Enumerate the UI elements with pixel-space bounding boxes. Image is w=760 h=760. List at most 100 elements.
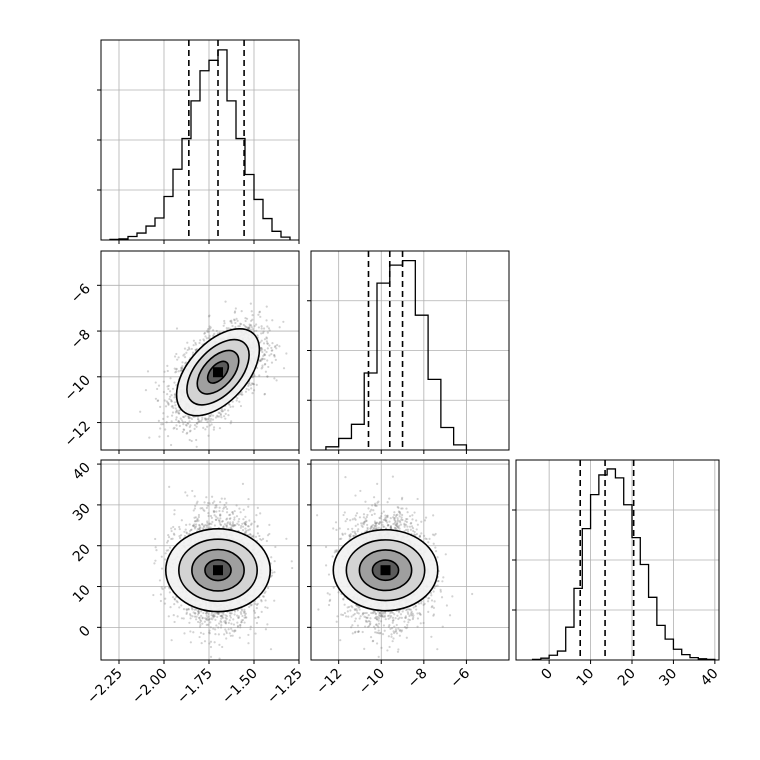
sample-point <box>195 615 198 618</box>
sample-point <box>268 354 271 357</box>
sample-point <box>159 405 162 408</box>
sample-point <box>168 591 171 594</box>
sample-point <box>227 327 230 330</box>
sample-point <box>248 326 251 329</box>
sample-point <box>270 346 273 350</box>
sample-point <box>173 396 176 399</box>
sample-point <box>259 341 262 344</box>
sample-point <box>163 399 166 402</box>
sample-point <box>204 417 207 420</box>
sample-point <box>223 408 226 411</box>
sample-point <box>185 532 188 535</box>
sample-point <box>169 377 172 380</box>
sample-point <box>231 634 234 637</box>
sample-point <box>208 629 211 632</box>
sample-point <box>182 415 185 418</box>
sample-point <box>225 327 228 330</box>
sample-point <box>240 393 243 396</box>
sample-point <box>200 642 203 645</box>
sample-point <box>206 425 209 428</box>
sample-point <box>208 424 212 427</box>
sample-point <box>192 524 195 527</box>
sample-point <box>240 608 243 611</box>
sample-point <box>211 418 215 421</box>
sample-point <box>248 528 252 531</box>
sample-point <box>173 392 177 396</box>
sample-point <box>271 319 274 322</box>
sample-point <box>240 391 243 394</box>
sample-point <box>275 379 278 382</box>
sample-point <box>285 352 288 355</box>
sample-point <box>167 387 170 391</box>
sample-point <box>207 330 211 333</box>
sample-point <box>198 625 202 629</box>
sample-point <box>195 438 198 442</box>
sample-point <box>164 405 168 408</box>
sample-point <box>188 348 191 351</box>
sample-point <box>255 323 258 326</box>
sample-point <box>196 422 199 425</box>
sample-point <box>266 586 270 590</box>
sample-point <box>175 416 178 419</box>
sample-point <box>156 399 159 402</box>
sample-point <box>265 340 268 343</box>
sample-point <box>213 332 216 335</box>
sample-point <box>180 419 184 422</box>
sample-point <box>189 429 192 432</box>
sample-point <box>243 612 246 615</box>
sample-point <box>193 615 197 618</box>
sample-point <box>218 657 221 660</box>
sample-point <box>170 527 173 530</box>
sample-point <box>253 330 256 333</box>
sample-point <box>194 343 198 346</box>
sample-point <box>256 334 259 337</box>
sample-point <box>230 320 233 323</box>
sample-point <box>238 324 241 328</box>
sample-point <box>261 348 264 351</box>
sample-point <box>174 371 177 374</box>
sample-point <box>241 614 244 618</box>
sample-point <box>197 515 200 519</box>
sample-point <box>251 314 254 317</box>
sample-point <box>160 567 164 570</box>
sample-point <box>271 349 274 352</box>
sample-point <box>262 327 266 330</box>
sample-point <box>165 549 168 552</box>
sample-point <box>244 523 247 526</box>
sample-point <box>166 401 170 404</box>
sample-point <box>163 586 167 589</box>
sample-point <box>202 338 205 341</box>
sample-point <box>202 508 205 511</box>
sample-point <box>273 345 277 349</box>
sample-point <box>159 593 162 596</box>
sample-point <box>231 521 235 524</box>
density-group <box>152 482 294 660</box>
sample-point <box>209 417 213 421</box>
sample-point <box>207 434 210 437</box>
sample-point <box>248 323 251 326</box>
sample-point <box>204 335 207 338</box>
sample-point <box>227 414 230 417</box>
sample-point <box>248 326 251 329</box>
sample-point <box>183 530 186 533</box>
sample-point <box>174 404 177 407</box>
sample-point <box>236 625 240 629</box>
sample-point <box>238 517 241 521</box>
sample-point <box>180 534 183 537</box>
sample-point <box>262 342 266 345</box>
sample-point <box>206 616 209 620</box>
sample-point <box>215 510 218 513</box>
sample-point <box>261 358 264 361</box>
sample-point <box>259 346 263 350</box>
sample-point <box>173 598 177 601</box>
sample-point <box>251 375 254 378</box>
contour-line <box>206 360 230 384</box>
sample-point <box>184 361 188 364</box>
sample-point <box>162 417 165 420</box>
sample-point <box>207 615 210 618</box>
sample-point <box>244 612 247 615</box>
sample-point <box>195 425 198 428</box>
sample-point <box>223 523 227 526</box>
sample-point <box>273 353 276 357</box>
sample-point <box>230 420 233 423</box>
